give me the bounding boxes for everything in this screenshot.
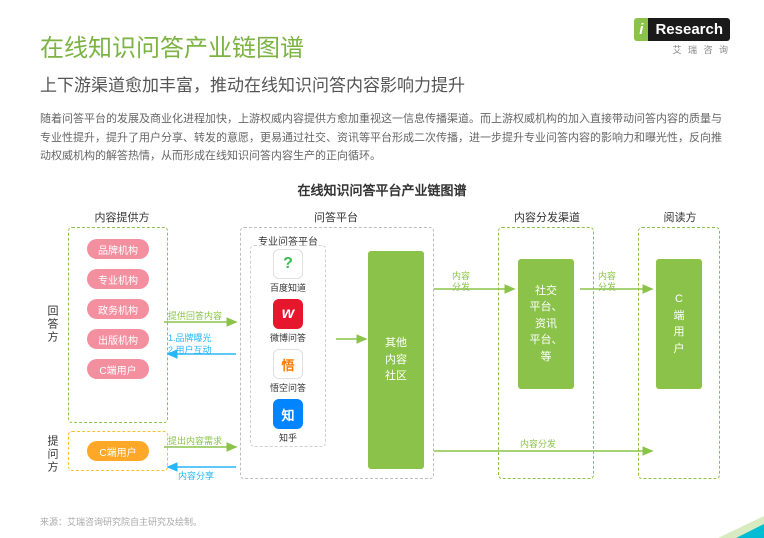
provider-brand: 品牌机构	[87, 239, 149, 259]
asker-cuser: C端用户	[87, 441, 149, 461]
arrow-share: 内容分享	[178, 469, 214, 482]
description: 随着问答平台的发展及商业化进程加快，上游权威内容提供方愈加重视这一信息传播渠道。…	[40, 110, 724, 166]
logo-i: i	[634, 18, 648, 41]
arrow-dist2: 内容 分发	[598, 271, 616, 293]
side-label-answer: 回答方	[44, 305, 60, 344]
col-header-channel: 内容分发渠道	[502, 209, 592, 225]
chart-title: 在线知识问答平台产业链图谱	[40, 180, 724, 199]
arrow-benefit: 1.品牌曝光 2.用户互动	[168, 333, 212, 356]
industry-chain-diagram: 内容提供方 问答平台 内容分发渠道 阅读方 回答方 提问方 品牌机构 专业机构 …	[40, 209, 724, 487]
provider-pub: 出版机构	[87, 329, 149, 349]
other-community: 其他 内容 社区	[368, 251, 424, 469]
c-end-user: C 端 用 户	[656, 259, 702, 389]
page-subtitle: 上下游渠道愈加丰富，推动在线知识问答内容影响力提升	[40, 71, 724, 96]
logo: iResearch 艾 瑞 咨 询	[634, 18, 730, 56]
logo-subtitle: 艾 瑞 咨 询	[634, 43, 730, 56]
arrow-dist1: 内容 分发	[452, 271, 470, 293]
arrow-dist3: 内容分发	[520, 437, 556, 450]
logo-r: Research	[648, 18, 730, 41]
source-note: 来源：艾瑞咨询研究院自主研究及绘制。	[40, 515, 202, 528]
qa-prof-box	[250, 245, 326, 447]
provider-cuser: C端用户	[87, 359, 149, 379]
arrow-provide: 提供回答内容	[168, 309, 222, 322]
provider-pro: 专业机构	[87, 269, 149, 289]
page-title: 在线知识问答产业链图谱	[40, 28, 724, 63]
provider-gov: 政务机构	[87, 299, 149, 319]
col-header-provider: 内容提供方	[82, 209, 162, 225]
social-platform: 社交 平台、 资讯 平台、 等	[518, 259, 574, 389]
col-header-reader: 阅读方	[650, 209, 710, 225]
arrow-demand: 提出内容需求	[168, 434, 222, 447]
col-header-platform: 问答平台	[296, 209, 376, 225]
corner-accent	[736, 524, 764, 538]
side-label-ask: 提问方	[44, 435, 60, 474]
slide: iResearch 艾 瑞 咨 询 在线知识问答产业链图谱 上下游渠道愈加丰富，…	[0, 0, 764, 538]
